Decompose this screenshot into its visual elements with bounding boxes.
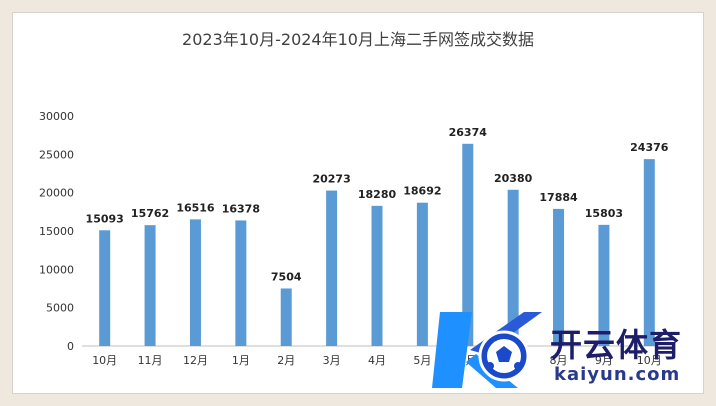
x-tick-label: 2月 [277,354,295,367]
x-tick-label: 10月 [92,354,117,367]
chart-title: 2023年10月-2024年10月上海二手网签成交数据 [182,30,534,49]
chart-frame [12,12,704,394]
bar [189,219,201,346]
bar-value-label: 20380 [494,172,533,185]
bar [553,208,565,346]
bar [99,230,111,346]
bar [643,159,655,346]
bar-value-label: 17884 [539,191,578,204]
x-tick-label: 5月 [413,354,431,367]
y-tick-label: 20000 [39,187,74,200]
bar-value-label: 16516 [176,201,215,214]
bar-value-label: 18280 [358,188,397,201]
bar [280,288,292,346]
bar-value-label: 26374 [449,126,488,139]
y-tick-label: 30000 [39,110,74,123]
y-tick-label: 0 [67,340,74,353]
bar [371,205,383,346]
bar [598,224,610,346]
bar-value-label: 15093 [86,212,124,225]
x-tick-label: 4月 [368,354,386,367]
y-tick-label: 25000 [39,148,74,161]
watermark-name: 开云体育 [550,326,683,364]
k-soccer-ball-logo-icon [432,312,542,388]
bar-value-label: 15803 [585,207,623,220]
y-tick-label: 10000 [39,263,74,276]
x-tick-label: 1月 [232,354,250,367]
bar-value-label: 7504 [271,270,302,283]
bar [416,202,428,346]
watermark-url: kaiyun.com [554,364,681,385]
x-tick-label: 12月 [183,354,208,367]
bar [462,143,474,346]
bar-value-label: 20273 [312,173,350,186]
x-tick-label: 8月 [550,354,568,367]
watermark-logo: 开云体育 kaiyun.com [432,308,710,394]
y-tick-label: 5000 [46,302,74,315]
bar-value-label: 18692 [403,185,441,198]
bar [326,190,338,346]
bar [235,220,247,346]
x-tick-label: 9月 [595,354,613,367]
x-tick-label: 11月 [138,354,163,367]
bar-value-label: 15762 [131,207,169,220]
bar-value-label: 16378 [222,202,260,215]
x-tick-label: 3月 [323,354,341,367]
y-tick-label: 15000 [39,225,74,238]
bar-value-label: 24376 [630,141,669,154]
x-tick-label: 10月 [637,354,662,367]
bar [144,225,156,346]
bar [507,189,519,346]
